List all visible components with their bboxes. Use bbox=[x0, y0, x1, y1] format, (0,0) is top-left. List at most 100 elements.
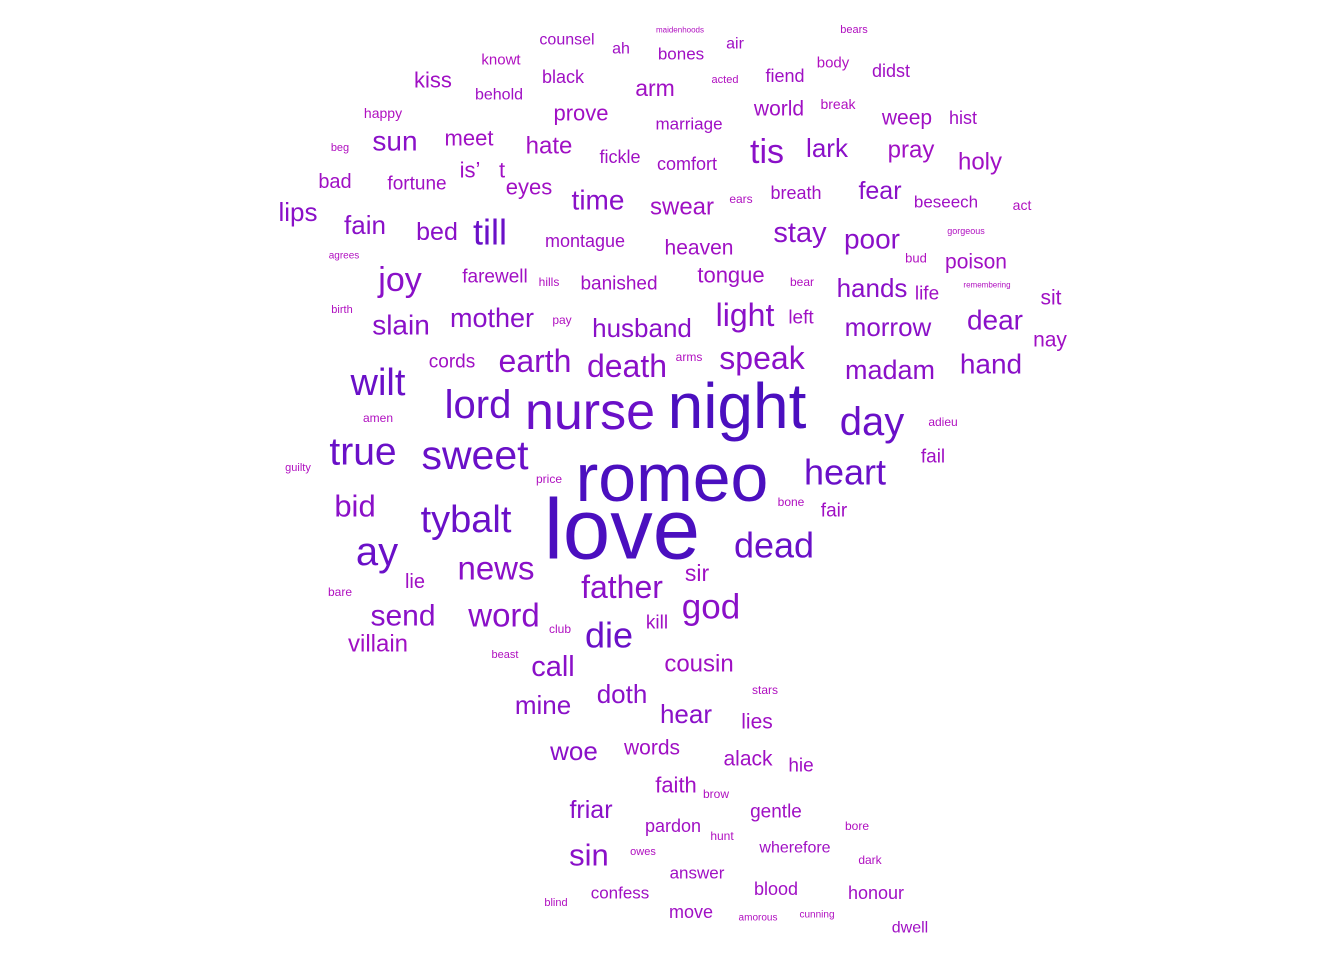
word-dark-label: dark bbox=[858, 853, 882, 867]
word-adieu-label: adieu bbox=[928, 415, 957, 429]
word-alack-label: alack bbox=[723, 748, 773, 771]
word-nay-label: nay bbox=[1033, 329, 1067, 352]
word-price-label: price bbox=[536, 472, 562, 486]
word-world-label: world bbox=[753, 98, 804, 121]
word-gentle-label: gentle bbox=[750, 802, 802, 823]
word-tybalt-label: tybalt bbox=[421, 499, 512, 541]
word-day-label: day bbox=[840, 400, 905, 444]
word-faith-label: faith bbox=[655, 773, 697, 798]
word-hand-label: hand bbox=[960, 349, 1022, 380]
word-love-label: love bbox=[544, 483, 700, 578]
word-hunt-label: hunt bbox=[710, 829, 734, 843]
word-ears-label: ears bbox=[729, 192, 752, 206]
word-send-label: send bbox=[370, 600, 435, 633]
word-bid-label: bid bbox=[334, 489, 375, 524]
word-kiss-label: kiss bbox=[414, 68, 452, 93]
word-move-label: move bbox=[669, 902, 713, 922]
word-sun-label: sun bbox=[372, 126, 417, 157]
word-speak-label: speak bbox=[719, 340, 805, 376]
word-air-label: air bbox=[726, 36, 744, 53]
word-doth-label: doth bbox=[597, 679, 648, 709]
word-amorous-label: amorous bbox=[739, 913, 778, 924]
word-lark-label: lark bbox=[806, 133, 849, 163]
word-fain-label: fain bbox=[344, 210, 386, 240]
word-comfort-label: comfort bbox=[657, 154, 717, 174]
word-banished-label: banished bbox=[580, 274, 657, 295]
word-maidenhoods-label: maidenhoods bbox=[656, 26, 704, 35]
word-lips-label: lips bbox=[278, 197, 317, 227]
word-montague-label: montague bbox=[545, 231, 625, 251]
word-nurse-label: nurse bbox=[525, 383, 655, 441]
word-mine-label: mine bbox=[515, 690, 571, 720]
word-father-label: father bbox=[581, 569, 663, 605]
word-amen-label: amen bbox=[363, 411, 393, 425]
word-tongue-label: tongue bbox=[697, 263, 764, 288]
word-gorgeous-label: gorgeous bbox=[947, 226, 985, 236]
word-fear-label: fear bbox=[858, 177, 901, 205]
word-acted-label: acted bbox=[712, 74, 739, 86]
word-wherefore-label: wherefore bbox=[758, 840, 830, 857]
word-villain-label: villain bbox=[348, 631, 408, 658]
word-beseech-label: beseech bbox=[914, 193, 978, 212]
word-hills-label: hills bbox=[539, 275, 560, 289]
word-holy-label: holy bbox=[958, 149, 1002, 176]
word-meet-label: meet bbox=[445, 126, 494, 151]
word-god-label: god bbox=[682, 588, 740, 627]
word-bare-label: bare bbox=[328, 585, 352, 599]
word-bone-label: bone bbox=[778, 495, 805, 509]
word-cousin-label: cousin bbox=[664, 651, 733, 678]
word-fair-label: fair bbox=[821, 501, 848, 522]
word-bud-label: bud bbox=[905, 251, 927, 266]
word-farewell-label: farewell bbox=[462, 267, 527, 288]
word-lies-label: lies bbox=[741, 711, 773, 734]
word-hear-label: hear bbox=[660, 699, 712, 729]
word-slain-label: slain bbox=[372, 310, 430, 341]
word-beast-label: beast bbox=[492, 649, 519, 661]
word-die-label: die bbox=[585, 615, 633, 656]
word-joy-label: joy bbox=[377, 261, 421, 299]
word-owes-label: owes bbox=[630, 846, 656, 858]
word-sweet-label: sweet bbox=[421, 432, 529, 478]
word-madam-label: madam bbox=[845, 355, 935, 385]
word-wilt-label: wilt bbox=[350, 362, 406, 404]
word-stay-label: stay bbox=[773, 217, 827, 249]
word-morrow-label: morrow bbox=[845, 312, 932, 342]
word-word-label: word bbox=[467, 597, 540, 634]
word-fickle-label: fickle bbox=[599, 147, 640, 167]
word-counsel-label: counsel bbox=[539, 32, 594, 49]
word-arms-label: arms bbox=[676, 350, 703, 364]
word-husband-label: husband bbox=[592, 313, 692, 343]
word-honour-label: honour bbox=[848, 883, 904, 903]
word-pardon-label: pardon bbox=[645, 816, 701, 836]
word-till-label: till bbox=[473, 212, 507, 253]
word-happy-label: happy bbox=[364, 105, 402, 121]
word-bad-label: bad bbox=[318, 171, 351, 193]
word-sit-label: sit bbox=[1041, 287, 1062, 310]
word-woe-label: woe bbox=[549, 736, 598, 766]
word-bed-label: bed bbox=[416, 218, 458, 246]
word-agrees-label: agrees bbox=[329, 251, 360, 262]
word-dwell-label: dwell bbox=[892, 920, 928, 937]
word-guilty-label: guilty bbox=[285, 462, 311, 474]
word-hie-label: hie bbox=[788, 756, 813, 777]
word-dead-label: dead bbox=[734, 525, 814, 566]
word-bear-label: bear bbox=[790, 275, 814, 289]
word-news-label: news bbox=[457, 550, 534, 587]
word-break-label: break bbox=[820, 96, 856, 112]
word-ah-label: ah bbox=[612, 41, 630, 58]
word-lord-label: lord bbox=[445, 383, 512, 427]
word-poor-label: poor bbox=[844, 224, 900, 255]
word-hate-label: hate bbox=[526, 133, 573, 160]
word-answer-label: answer bbox=[670, 864, 725, 883]
word-time-label: time bbox=[572, 185, 625, 216]
word-true-label: true bbox=[329, 431, 396, 474]
word-bears-label: bears bbox=[840, 24, 868, 36]
word-knowt-label: knowt bbox=[481, 52, 521, 69]
word-arm-label: arm bbox=[635, 75, 675, 101]
word-breath-label: breath bbox=[770, 183, 821, 203]
word-lie-label: lie bbox=[405, 571, 425, 593]
word-call-label: call bbox=[531, 651, 575, 683]
word-romeo-label: romeo bbox=[576, 440, 769, 516]
word-stars-label: stars bbox=[752, 683, 778, 697]
word-dear-label: dear bbox=[967, 305, 1023, 336]
